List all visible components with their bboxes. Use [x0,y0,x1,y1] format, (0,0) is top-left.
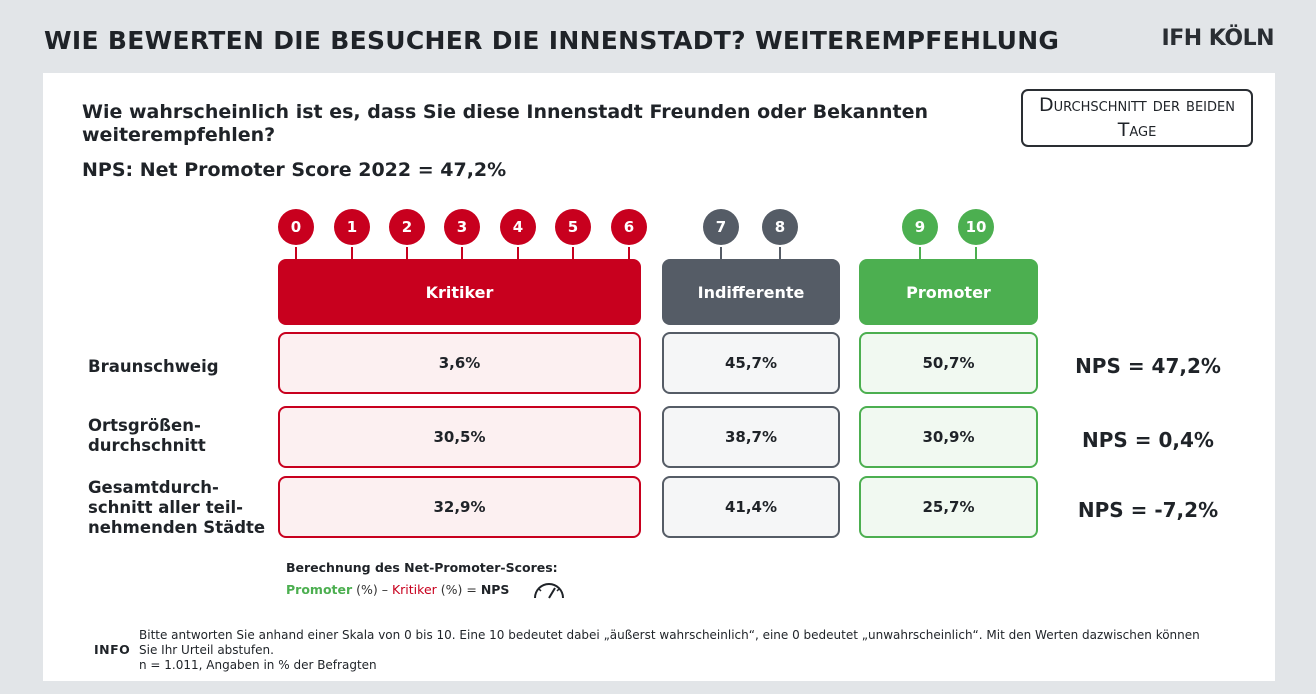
formula-promoter: Promoter [286,582,353,597]
scale-point-4: 4 [500,209,536,245]
scale-point-5: 5 [555,209,591,245]
value-cell-critics: 32,9% [278,476,641,538]
row-label: Gesamtdurch- schnitt aller teil- nehmend… [88,478,266,537]
formula-pct2: (%) = [436,582,481,597]
ifh-logo: IFH KÖLN [1161,26,1275,51]
scale-point-1: 1 [334,209,370,245]
info-line-1: Bitte antworten Sie anhand einer Skala v… [139,628,1200,657]
scale-stem [919,247,921,259]
value-cell-indifferent: 45,7% [662,332,840,394]
scale-stem [628,247,630,259]
scale-point-9: 9 [902,209,938,245]
nps-value: NPS = 0,4% [1082,428,1214,452]
formula-critic: Kritiker [391,582,437,597]
category-header-promoters: Promoter [859,259,1038,325]
scale-point-3: 3 [444,209,480,245]
scale-stem [572,247,574,259]
nps-value: NPS = 47,2% [1075,354,1221,378]
scale-point-8: 8 [762,209,798,245]
calculation-formula: Promoter (%) – Kritiker (%) = NPS [286,582,509,597]
page-title: WIE BEWERTEN DIE BESUCHER DIE INNENSTADT… [44,26,1060,55]
nps-headline: NPS: Net Promoter Score 2022 = 47,2% [82,159,507,181]
formula-pct1: (%) – [352,582,392,597]
scale-point-0: 0 [278,209,314,245]
row-label: Braunschweig [88,357,219,376]
average-box: Durchschnitt der beiden Tage [1021,89,1253,147]
category-header-indifferent: Indifferente [662,259,840,325]
gauge-icon [534,583,564,599]
info-line-2: n = 1.011, Angaben in % der Befragten [139,658,377,672]
category-header-critics: Kritiker [278,259,641,325]
value-cell-promoters: 30,9% [859,406,1038,468]
scale-stem [720,247,722,259]
scale-stem [406,247,408,259]
info-label: INFO [94,642,131,657]
scale-stem [975,247,977,259]
scale-stem [461,247,463,259]
scale-point-2: 2 [389,209,425,245]
formula-nps: NPS [480,582,510,597]
scale-stem [517,247,519,259]
value-cell-promoters: 25,7% [859,476,1038,538]
scale-point-6: 6 [611,209,647,245]
value-cell-indifferent: 38,7% [662,406,840,468]
scale-point-7: 7 [703,209,739,245]
row-label: Ortsgrößen- durchschnitt [88,416,206,455]
question-text: Wie wahrscheinlich ist es, dass Sie dies… [82,101,929,146]
value-cell-promoters: 50,7% [859,332,1038,394]
scale-stem [295,247,297,259]
info-text: Bitte antworten Sie anhand einer Skala v… [139,628,1209,673]
scale-stem [779,247,781,259]
value-cell-critics: 30,5% [278,406,641,468]
calculation-title: Berechnung des Net-Promoter-Scores: [286,560,558,575]
scale-stem [351,247,353,259]
value-cell-critics: 3,6% [278,332,641,394]
content-panel: Wie wahrscheinlich ist es, dass Sie dies… [43,73,1275,681]
nps-value: NPS = -7,2% [1077,498,1219,522]
scale-point-10: 10 [958,209,994,245]
value-cell-indifferent: 41,4% [662,476,840,538]
